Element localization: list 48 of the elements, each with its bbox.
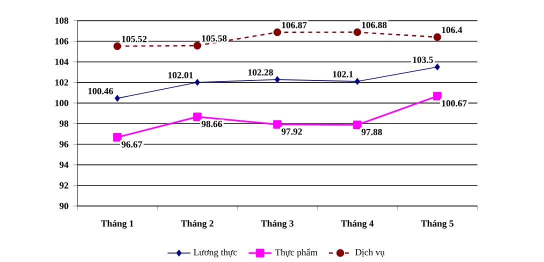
point [274, 76, 280, 83]
legend-label: Dịch vụ [355, 248, 385, 257]
point [353, 120, 362, 130]
legend-label: Lương thực [194, 248, 237, 258]
point [193, 112, 202, 122]
x-tick-label: Tháng 3 [261, 220, 294, 229]
y-tick-label: 90 [60, 202, 68, 210]
data-label: 97.92 [282, 128, 302, 135]
data-label: 98.66 [202, 120, 222, 128]
point [434, 64, 440, 70]
point [273, 120, 282, 129]
point [194, 79, 200, 86]
data-label: 102.1 [333, 71, 353, 78]
point [273, 28, 282, 36]
y-tick-label: 104 [55, 58, 68, 65]
y-tick-label: 98 [60, 120, 68, 127]
y-tick-label: 106 [55, 38, 68, 44]
data-label: 96.67 [122, 141, 142, 148]
y-tick-label: 94 [60, 162, 68, 168]
data-label: 105.58 [202, 35, 227, 42]
point [114, 94, 120, 102]
data-label: 102.01 [168, 72, 193, 78]
data-label: 100.67 [442, 100, 467, 106]
data-label: 100.46 [88, 88, 114, 94]
point [433, 33, 442, 42]
y-tick-label: 100 [55, 100, 68, 106]
data-label: 105.52 [122, 36, 147, 42]
data-label: 102.28 [248, 69, 274, 76]
data-label: 97.88 [362, 128, 382, 136]
y-tick-label: 102 [55, 79, 68, 86]
point [353, 28, 362, 36]
data-label: 106.87 [282, 22, 307, 28]
data-label: 106.88 [362, 22, 387, 28]
x-tick-label: Tháng 4 [341, 220, 374, 229]
data-label: 103.5 [413, 56, 433, 63]
point [433, 92, 442, 100]
legend-label: Thực phẩm [275, 248, 318, 258]
point [354, 78, 360, 85]
y-tick-label: 108 [55, 18, 68, 24]
data-label: 106.4 [442, 26, 462, 34]
point [113, 42, 122, 50]
y-tick-label: 96 [60, 141, 68, 148]
x-tick-label: Tháng 2 [181, 220, 214, 229]
y-tick-label: 92 [60, 182, 68, 189]
x-tick-label: Tháng 1 [101, 220, 134, 229]
point [193, 42, 202, 50]
point [113, 133, 122, 142]
x-tick-label: Tháng 5 [421, 220, 454, 229]
